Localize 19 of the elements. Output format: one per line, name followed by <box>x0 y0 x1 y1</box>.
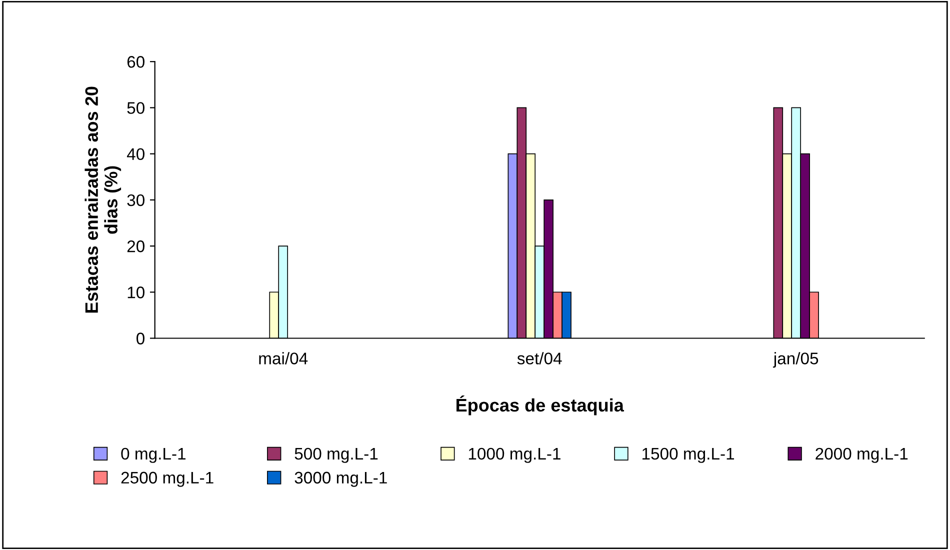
y-tick-label: 60 <box>127 56 144 68</box>
legend-label: 500 mg.L-1 <box>294 448 378 463</box>
x-tick-label: mai/04 <box>259 352 308 364</box>
legend-label: 1500 mg.L-1 <box>642 448 734 463</box>
y-tick-label: 30 <box>127 194 144 206</box>
legend-label: 3000 mg.L-1 <box>294 472 387 487</box>
y-tick-label: 10 <box>128 286 144 298</box>
y-tick-label: 50 <box>127 102 144 114</box>
x-tick-label: jan/05 <box>772 352 818 368</box>
legend-label: 2500 mg.L-1 <box>121 472 214 487</box>
y-tick-label: 20 <box>127 240 144 252</box>
x-tick-label: set/04 <box>517 352 562 364</box>
legend-label: 1000 mg.L-1 <box>468 448 560 463</box>
legend-label: 2000 mg.L-1 <box>816 448 908 463</box>
y-tick-label: 40 <box>126 148 144 160</box>
legend-label: 0 mg.L-1 <box>121 448 186 463</box>
y-axis-title: Estacas enraizadas aos 20 dias (%) <box>84 86 122 313</box>
y-tick-label: 0 <box>136 332 144 344</box>
x-axis-title: Épocas de estaquia <box>456 395 624 416</box>
